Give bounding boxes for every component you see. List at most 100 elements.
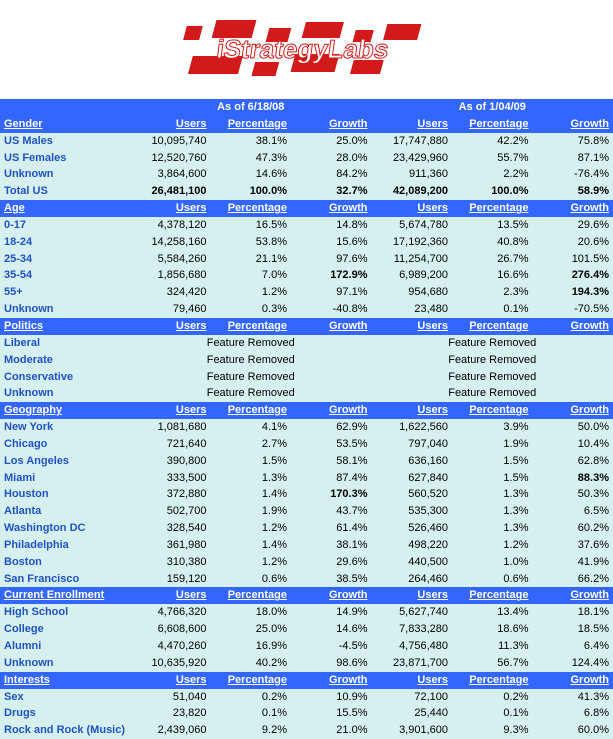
value-cell: 66.2% <box>533 571 613 588</box>
logo: iStrategyLabs <box>0 0 613 99</box>
value-cell: 12,520,760 <box>130 150 211 167</box>
value-cell: 9.3% <box>452 722 533 739</box>
colhdr: Percentage <box>452 116 533 133</box>
value-cell: 101.5% <box>533 251 613 268</box>
value-cell: 1.2% <box>452 537 533 554</box>
value-cell: 4.1% <box>211 419 292 436</box>
value-cell: 23,871,700 <box>372 655 453 672</box>
value-cell: 16.5% <box>211 217 292 234</box>
colhdr: Growth <box>533 587 613 604</box>
value-cell: 7.0% <box>211 267 292 284</box>
value-cell: 29.6% <box>533 217 613 234</box>
value-cell: 23,480 <box>372 301 453 318</box>
value-cell: 1.0% <box>452 554 533 571</box>
colhdr: Growth <box>291 672 372 689</box>
value-cell: 47.3% <box>211 150 292 167</box>
value-cell: 14.6% <box>291 621 372 638</box>
colhdr: Percentage <box>211 672 292 689</box>
colhdr: Percentage <box>211 402 292 419</box>
row-label: College <box>0 621 130 638</box>
value-cell: 328,540 <box>130 520 211 537</box>
value-cell: 97.6% <box>291 251 372 268</box>
colhdr: Users <box>372 672 453 689</box>
value-cell: 1.2% <box>211 284 292 301</box>
value-cell: 1.3% <box>452 520 533 537</box>
row-label: Total US <box>0 183 130 200</box>
colhdr: Growth <box>533 200 613 217</box>
value-cell: 50.0% <box>533 419 613 436</box>
row-label: Miami <box>0 470 130 487</box>
row-label: Unknown <box>0 655 130 672</box>
value-cell: 10.9% <box>291 689 372 706</box>
value-cell: 0.6% <box>211 571 292 588</box>
row-label: Atlanta <box>0 503 130 520</box>
value-cell: 0.2% <box>211 689 292 706</box>
colhdr: Growth <box>291 587 372 604</box>
colhdr: Growth <box>291 200 372 217</box>
row-label: San Francisco <box>0 571 130 588</box>
section-interests: Interests <box>0 672 130 689</box>
value-cell: 41.3% <box>533 689 613 706</box>
value-cell: 264,460 <box>372 571 453 588</box>
colhdr: Percentage <box>452 672 533 689</box>
value-cell: 636,160 <box>372 453 453 470</box>
row-label: Chicago <box>0 436 130 453</box>
colhdr: Percentage <box>211 200 292 217</box>
value-cell: 6,608,600 <box>130 621 211 638</box>
value-cell: 4,756,480 <box>372 638 453 655</box>
value-cell: 87.1% <box>533 150 613 167</box>
feature-removed: Feature Removed <box>130 369 372 386</box>
value-cell: 17,747,880 <box>372 133 453 150</box>
row-label: Washington DC <box>0 520 130 537</box>
section-politics: Politics <box>0 318 130 335</box>
value-cell: 4,378,120 <box>130 217 211 234</box>
value-cell: 14.8% <box>291 217 372 234</box>
value-cell: 502,700 <box>130 503 211 520</box>
value-cell: 42,089,200 <box>372 183 453 200</box>
value-cell: 60.2% <box>533 520 613 537</box>
colhdr: Growth <box>533 402 613 419</box>
colhdr: Growth <box>291 116 372 133</box>
value-cell: 32.7% <box>291 183 372 200</box>
colhdr: Users <box>130 402 211 419</box>
value-cell: 42.2% <box>452 133 533 150</box>
value-cell: 100.0% <box>211 183 292 200</box>
value-cell: 79,460 <box>130 301 211 318</box>
value-cell: 25,440 <box>372 705 453 722</box>
feature-removed: Feature Removed <box>130 335 372 352</box>
row-label: 0-17 <box>0 217 130 234</box>
colhdr: Percentage <box>452 318 533 335</box>
value-cell: 60.0% <box>533 722 613 739</box>
value-cell: 1.9% <box>211 503 292 520</box>
row-label: Houston <box>0 486 130 503</box>
colhdr: Users <box>130 587 211 604</box>
section-age: Age <box>0 200 130 217</box>
value-cell: 100.0% <box>452 183 533 200</box>
value-cell: 20.6% <box>533 234 613 251</box>
section-gender: Gender <box>0 116 130 133</box>
section-geography: Geography <box>0 402 130 419</box>
value-cell: 43.7% <box>291 503 372 520</box>
value-cell: 911,360 <box>372 166 453 183</box>
value-cell: 9.2% <box>211 722 292 739</box>
value-cell: 72,100 <box>372 689 453 706</box>
row-label: Unknown <box>0 301 130 318</box>
value-cell: 23,820 <box>130 705 211 722</box>
value-cell: 0.1% <box>452 705 533 722</box>
row-label: Drugs <box>0 705 130 722</box>
value-cell: 41.9% <box>533 554 613 571</box>
value-cell: 10.4% <box>533 436 613 453</box>
row-label: Liberal <box>0 335 130 352</box>
value-cell: 75.8% <box>533 133 613 150</box>
value-cell: 25.0% <box>211 621 292 638</box>
value-cell: 310,380 <box>130 554 211 571</box>
value-cell: 1,856,680 <box>130 267 211 284</box>
value-cell: 1.9% <box>452 436 533 453</box>
value-cell: 23,429,960 <box>372 150 453 167</box>
row-label: US Females <box>0 150 130 167</box>
value-cell: -70.5% <box>533 301 613 318</box>
feature-removed: Feature Removed <box>372 369 613 386</box>
value-cell: 21.0% <box>291 722 372 739</box>
value-cell: 56.7% <box>452 655 533 672</box>
value-cell: 26.7% <box>452 251 533 268</box>
